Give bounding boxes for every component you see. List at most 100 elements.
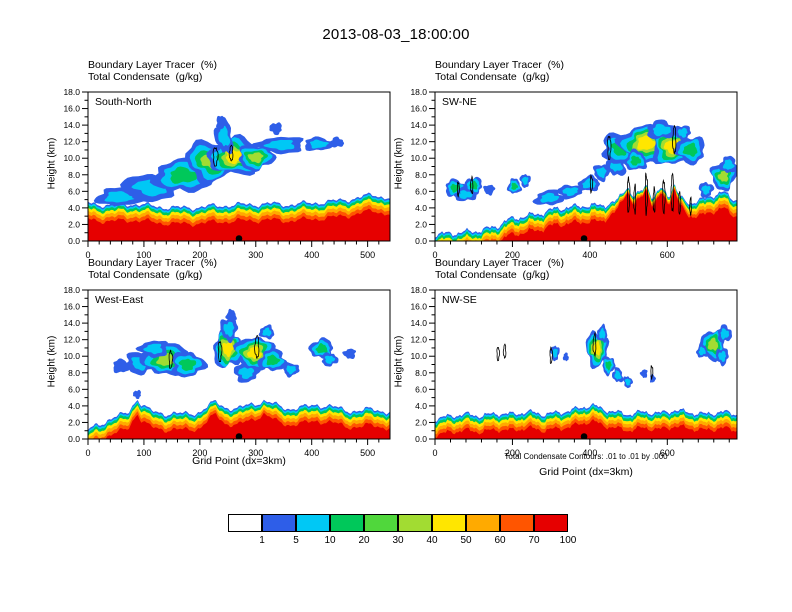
svg-text:4.0: 4.0 [415,203,427,213]
svg-text:12.0: 12.0 [63,335,80,345]
svg-text:12.0: 12.0 [410,137,427,147]
svg-text:0.0: 0.0 [68,236,80,246]
contour-field [88,308,390,439]
colorbar-label: 70 [528,535,540,546]
svg-text:8.0: 8.0 [68,170,80,180]
contour-field [435,323,737,439]
plot-nw-se: 0.0 2.0 4.0 6.0 8.0 10.0 12.0 14.0 16.0 18.0 0 200 4… [410,285,738,458]
svg-text:12.0: 12.0 [63,137,80,147]
svg-text:2.0: 2.0 [415,219,427,229]
reference-dot [235,235,243,241]
panel-header: Boundary Layer Tracer (%) Total Condensa… [88,257,217,281]
svg-text:16.0: 16.0 [410,104,427,114]
svg-text:4.0: 4.0 [68,203,80,213]
plot-west-east: 0.0 2.0 4.0 6.0 8.0 10.0 12.0 14.0 16.0 18.0 0 100 2… [63,285,391,458]
colorbar-box [466,514,500,532]
svg-text:200: 200 [192,250,207,260]
tracer-header: Boundary Layer Tracer (%) [435,257,564,269]
svg-text:6.0: 6.0 [415,186,427,196]
colorbar-label: 5 [293,535,299,546]
svg-text:10.0: 10.0 [410,153,427,163]
svg-text:2.0: 2.0 [68,417,80,427]
svg-text:200: 200 [192,448,207,458]
svg-text:14.0: 14.0 [410,318,427,328]
panel-title: South-North [95,96,152,108]
reference-dot [235,433,243,439]
svg-text:6.0: 6.0 [68,186,80,196]
svg-text:6.0: 6.0 [415,384,427,394]
svg-text:300: 300 [248,448,263,458]
svg-text:200: 200 [505,250,520,260]
colorbar-box [262,514,296,532]
svg-text:14.0: 14.0 [63,318,80,328]
colorbar-box [500,514,534,532]
svg-text:500: 500 [360,250,375,260]
svg-text:400: 400 [582,250,597,260]
svg-text:18.0: 18.0 [410,285,427,295]
svg-text:100: 100 [136,250,151,260]
svg-text:0.0: 0.0 [415,236,427,246]
panel-title: NW-SE [442,294,477,306]
svg-text:8.0: 8.0 [415,170,427,180]
panel-header: Boundary Layer Tracer (%) Total Condensa… [88,59,217,83]
x-axis-label-right: Grid Point (dx=3km) [539,466,633,478]
plot-south-north: 0.0 2.0 4.0 6.0 8.0 10.0 12.0 14.0 16.0 18.0 0 100 2… [63,87,391,260]
reference-dot [580,433,588,439]
axes: 0.0 2.0 4.0 6.0 8.0 10.0 12.0 14.0 16.0 18.0 0 200 4… [410,87,738,260]
svg-text:600: 600 [660,448,675,458]
tracer-header: Boundary Layer Tracer (%) [435,59,564,71]
plot-sw-ne: 0.0 2.0 4.0 6.0 8.0 10.0 12.0 14.0 16.0 18.0 0 200 4… [410,87,738,260]
svg-text:6.0: 6.0 [68,384,80,394]
svg-text:12.0: 12.0 [410,335,427,345]
svg-text:16.0: 16.0 [63,104,80,114]
axes: 0.0 2.0 4.0 6.0 8.0 10.0 12.0 14.0 16.0 18.0 0 100 2… [63,285,391,458]
condensate-header: Total Condensate (g/kg) [435,269,550,281]
main-title: 2013-08-03_18:00:00 [322,26,470,43]
contour-field [88,115,390,241]
colorbar-label: 1 [259,535,265,546]
condensate-header: Total Condensate (g/kg) [88,71,203,83]
x-axis-label-left: Grid Point (dx=3km) [192,455,286,467]
colorbar-label: 10 [324,535,336,546]
axes: 0.0 2.0 4.0 6.0 8.0 10.0 12.0 14.0 16.0 18.0 0 200 4… [410,285,738,458]
colorbar: 1 5 10 20 30 40 50 60 70 100 [228,514,576,552]
svg-text:16.0: 16.0 [63,302,80,312]
svg-text:14.0: 14.0 [410,120,427,130]
svg-text:600: 600 [660,250,675,260]
colorbar-box [398,514,432,532]
svg-text:0.0: 0.0 [68,434,80,444]
svg-text:0.0: 0.0 [415,434,427,444]
condensate-note: Total Condensate Contours: .01 to .01 by… [504,452,668,461]
colorbar-box [330,514,364,532]
svg-text:18.0: 18.0 [410,87,427,97]
svg-text:16.0: 16.0 [410,302,427,312]
condensate-header: Total Condensate (g/kg) [88,269,203,281]
svg-text:0: 0 [85,448,90,458]
axes: 0.0 2.0 4.0 6.0 8.0 10.0 12.0 14.0 16.0 18.0 0 100 2… [63,87,391,260]
svg-text:14.0: 14.0 [63,120,80,130]
tracer-header: Boundary Layer Tracer (%) [88,257,217,269]
colorbar-label: 100 [559,535,577,546]
svg-text:400: 400 [582,448,597,458]
reference-dot [580,235,588,241]
svg-text:4.0: 4.0 [68,401,80,411]
colorbar-label: 40 [426,535,438,546]
svg-text:0: 0 [85,250,90,260]
svg-text:300: 300 [248,250,263,260]
svg-text:2.0: 2.0 [415,417,427,427]
svg-text:8.0: 8.0 [68,368,80,378]
colorbar-label: 50 [460,535,472,546]
svg-text:400: 400 [304,448,319,458]
tracer-header: Boundary Layer Tracer (%) [88,59,217,71]
panel-title: SW-NE [442,96,477,108]
svg-text:100: 100 [136,448,151,458]
colorbar-label: 60 [494,535,506,546]
colorbar-label: 20 [358,535,370,546]
colorbar-box [364,514,398,532]
condensate-header: Total Condensate (g/kg) [435,71,550,83]
panel-title: West-East [95,294,143,306]
colorbar-box [296,514,330,532]
contour-field [435,119,737,241]
svg-text:500: 500 [360,448,375,458]
